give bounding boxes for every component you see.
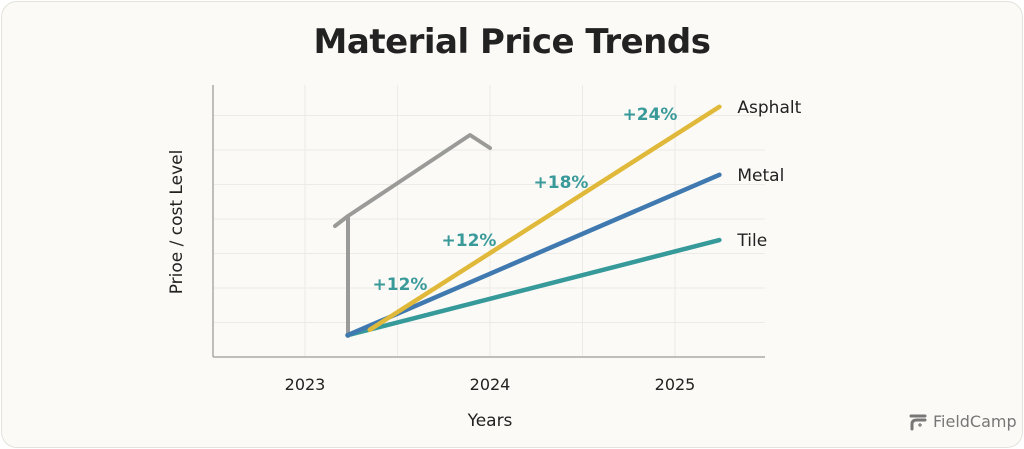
annotation-label: +12%	[373, 275, 428, 295]
brand-name: FieldCamp	[933, 411, 1017, 431]
fieldcamp-logo-icon	[909, 414, 927, 431]
fieldcamp-logo: FieldCamp	[908, 411, 1017, 431]
y-axis-label: Prioe / cost Level	[167, 150, 187, 295]
series-line-metal	[345, 172, 722, 338]
x-tick-label: 2024	[470, 375, 511, 394]
annotation-label: +12%	[442, 231, 497, 251]
chart-title: Material Price Trends	[313, 22, 711, 62]
series-label-tile: Tile	[736, 231, 767, 251]
series-line-tile	[345, 237, 722, 338]
house-outline-icon	[333, 133, 492, 338]
annotation-label: +24%	[623, 105, 678, 125]
annotation-label: +18%	[534, 173, 589, 193]
x-axis-label: Years	[467, 411, 513, 431]
series-label-asphalt: Asphalt	[737, 98, 801, 118]
x-tick-label: 2023	[285, 375, 326, 394]
series-label-metal: Metal	[737, 166, 784, 186]
series-line-asphalt	[367, 104, 722, 333]
x-tick-label: 2025	[655, 375, 696, 394]
